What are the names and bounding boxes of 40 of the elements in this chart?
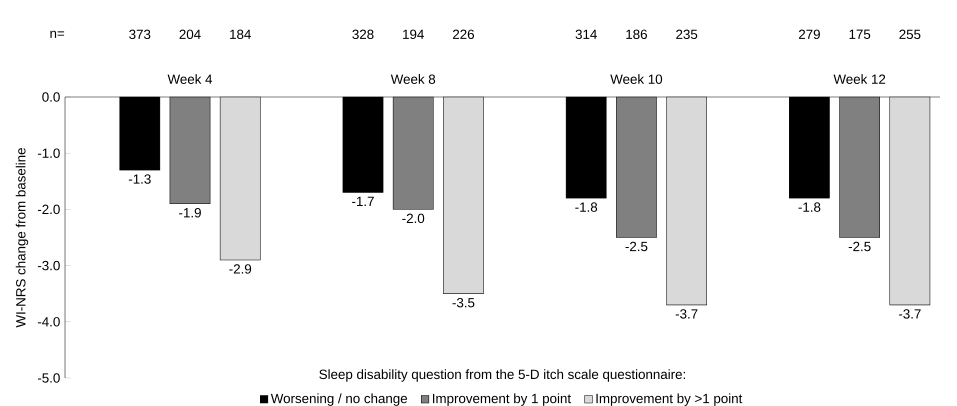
y-tick-label: -2.0 [38,204,60,214]
data-label: -1.9 [179,208,201,218]
text: 235 [676,30,698,40]
data-label: -2.0 [402,214,424,224]
data-label: -1.3 [128,174,151,184]
x-tick-label: Week 8 [390,74,436,84]
x-tick-label: Week 10 [610,74,662,84]
text: 184 [230,30,251,40]
y-tick-label: -5.0 [38,373,60,383]
data-label: -2.9 [229,264,252,274]
y-axis-title: WI-NRS change from baseline [16,148,28,328]
legend-label: Improvement by 1 point [433,393,571,406]
legend-label: Worsening / no change [270,393,408,406]
text: 255 [899,30,920,40]
y-tick-label: -4.0 [38,317,60,327]
text: 175 [850,30,870,39]
text: 373 [129,30,150,40]
data-label: -3.7 [898,309,921,319]
data-label: -1.8 [575,202,598,212]
legend-title: Sleep disability question from the 5-D itch scale questionnaire: [319,369,686,382]
data-label: -3.5 [452,298,474,308]
x-tick-label: Week 4 [168,74,212,84]
data-label: -2.5 [626,242,648,252]
text: 314 [576,30,597,40]
text: 194 [403,30,424,40]
text: 279 [798,30,820,40]
text: 204 [180,30,201,40]
x-tick-label: Week 12 [834,74,886,84]
text: 226 [452,30,474,40]
data-label: -2.5 [848,242,871,252]
text: 186 [626,30,647,40]
data-label: -3.7 [676,309,698,319]
y-tick-label: 0.0 [42,92,60,102]
y-tick-label: -3.0 [38,260,60,270]
data-label: -1.8 [798,202,820,212]
y-tick-label: -1.0 [38,148,60,158]
legend-label: Improvement by >1 point [596,393,742,406]
text: n= [50,30,64,38]
data-label: -1.7 [352,196,374,206]
text: 328 [352,30,374,40]
